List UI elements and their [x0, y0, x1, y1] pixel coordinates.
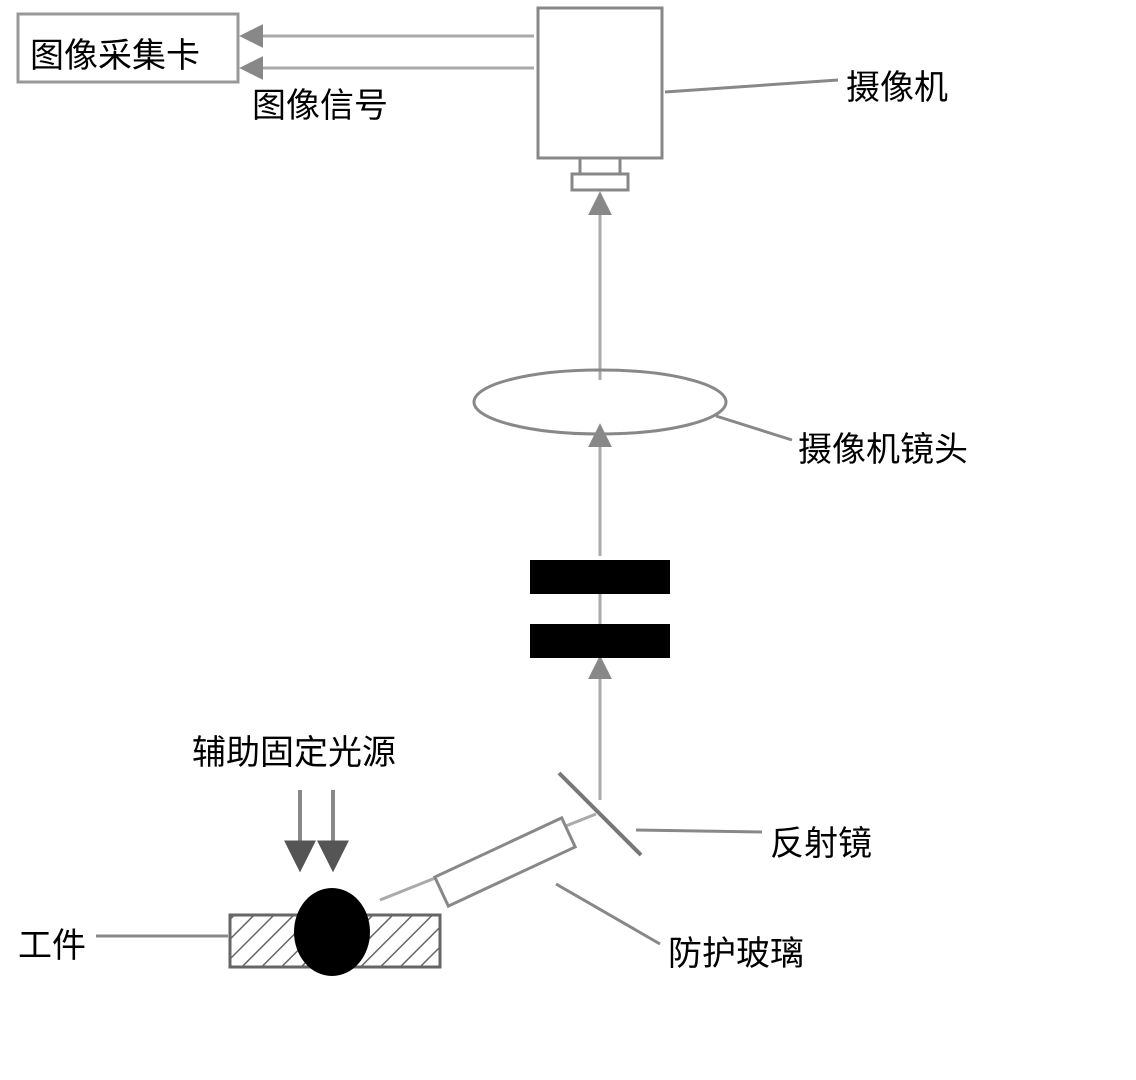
aux-light-label: 辅助固定光源	[192, 725, 396, 774]
molten-pool	[294, 888, 370, 976]
mirror-label: 反射镜	[770, 816, 872, 865]
glass-leader	[556, 884, 660, 944]
protective-glass-label: 防护玻璃	[668, 926, 804, 975]
filter-block-2	[530, 624, 670, 658]
camera-mount-bottom	[572, 174, 628, 190]
lens-leader	[716, 416, 792, 440]
filter-block-1	[530, 560, 670, 594]
camera-body	[538, 8, 662, 158]
mirror-leader	[636, 830, 762, 832]
camera-mount-top	[580, 158, 620, 174]
camera-lens-label: 摄像机镜头	[798, 422, 968, 471]
workpiece-label: 工件	[18, 918, 86, 967]
capture-card-label: 图像采集卡	[30, 28, 200, 77]
camera-label: 摄像机	[846, 60, 948, 109]
optical-system-diagram	[0, 0, 1136, 1080]
image-signal-label: 图像信号	[252, 78, 388, 127]
protective-glass	[435, 818, 575, 906]
camera-leader	[665, 80, 838, 92]
